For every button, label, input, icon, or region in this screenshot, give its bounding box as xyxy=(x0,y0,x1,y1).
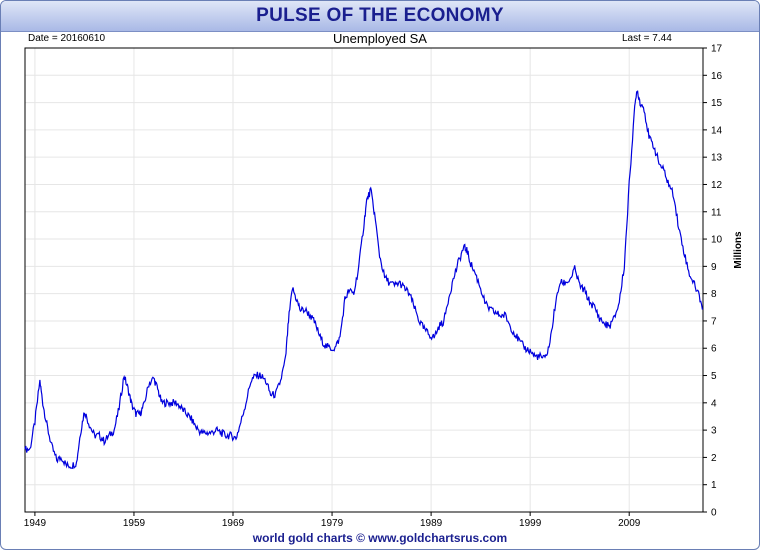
y-tick-label: 14 xyxy=(711,125,723,136)
grid xyxy=(25,48,703,512)
y-tick-label: 10 xyxy=(711,235,723,246)
y-tick-label: 8 xyxy=(711,289,717,300)
y-tick-label: 9 xyxy=(711,262,717,273)
page-title: PULSE OF THE ECONOMY xyxy=(256,5,504,26)
x-tick-label: 2009 xyxy=(618,518,641,529)
y-tick-label: 15 xyxy=(711,98,723,109)
date-label: Date = 20160610 xyxy=(28,33,106,44)
y-tick-label: 6 xyxy=(711,344,717,355)
y-tick-label: 0 xyxy=(711,508,717,519)
title-bar: PULSE OF THE ECONOMY xyxy=(1,1,759,32)
y-tick-label: 4 xyxy=(711,398,717,409)
x-tick-label: 1989 xyxy=(420,518,443,529)
y-tick-label: 7 xyxy=(711,316,717,327)
y-axis-label: Millions xyxy=(733,231,744,269)
y-tick-label: 5 xyxy=(711,371,717,382)
y-tick-label: 17 xyxy=(711,44,723,55)
y-tick-label: 3 xyxy=(711,426,717,437)
x-tick-label: 1979 xyxy=(321,518,344,529)
series-line xyxy=(24,90,704,470)
footer-credit: world gold charts © www.goldchartsrus.co… xyxy=(252,531,508,545)
x-tick-label: 1959 xyxy=(123,518,146,529)
y-tick-label: 11 xyxy=(711,207,722,218)
plot-border xyxy=(24,47,704,513)
x-axis: 1949 1959 1969 1979 1989 1999 2009 xyxy=(24,512,641,529)
y-tick-label: 1 xyxy=(711,480,717,491)
y-tick-label: 2 xyxy=(711,453,717,464)
last-value-label: Last = 7.44 xyxy=(622,33,672,44)
y-tick-label: 13 xyxy=(711,153,723,164)
x-tick-label: 1949 xyxy=(24,518,47,529)
y-tick-label: 12 xyxy=(711,180,723,191)
x-tick-label: 1999 xyxy=(519,518,542,529)
y-tick-label: 16 xyxy=(711,71,723,82)
x-tick-label: 1969 xyxy=(222,518,245,529)
chart-title: Unemployed SA xyxy=(333,31,427,46)
